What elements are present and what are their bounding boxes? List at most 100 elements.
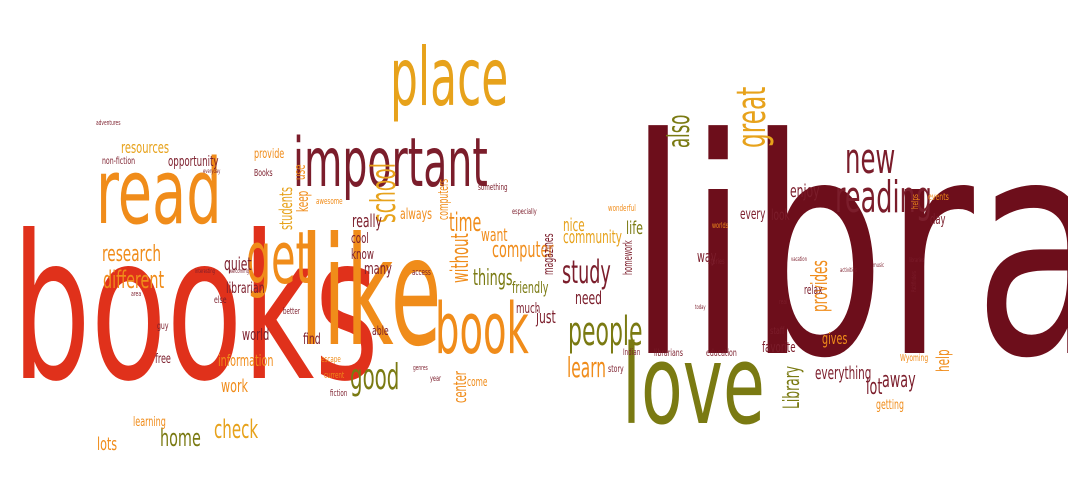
word-day: day	[930, 212, 946, 228]
word-people: people	[568, 309, 643, 355]
word-magazines: magazines	[541, 233, 557, 275]
word-new: new	[845, 134, 896, 183]
word-stories: stories	[708, 257, 725, 266]
word-able: able	[372, 324, 389, 338]
word-access: access	[412, 268, 431, 278]
word-interesting: interesting	[195, 268, 216, 275]
word-opportunity: opportunity	[168, 154, 219, 170]
word-guy: guy	[157, 321, 169, 332]
word-worlds: worlds	[712, 221, 729, 230]
word-friendly: friendly	[512, 278, 549, 297]
word-research: research	[102, 242, 162, 267]
word-favorite: favorite	[762, 340, 796, 356]
word-like: like	[300, 206, 442, 380]
word-free: free	[155, 352, 171, 367]
word-community: community	[563, 227, 622, 248]
word-vacation: vacation	[791, 256, 807, 263]
word-come: come	[467, 375, 488, 389]
word-lot: lot	[866, 375, 883, 400]
word-help: help	[933, 349, 954, 372]
word-away: away	[882, 368, 916, 393]
word-always: always	[400, 205, 432, 223]
word-get: get	[246, 216, 312, 300]
word-getting: getting	[876, 398, 904, 413]
word-love: love	[622, 321, 765, 449]
word-book: book	[435, 288, 529, 370]
word-place: place	[390, 31, 509, 124]
word-learn: learn	[567, 351, 607, 384]
word-provide: provide	[254, 147, 285, 162]
word-computer: computer	[492, 238, 554, 263]
word-keep: keep	[293, 190, 312, 212]
word-find: find	[303, 330, 321, 348]
word-staff: staff	[770, 326, 785, 337]
word-every: every	[740, 205, 766, 223]
word-just: just	[536, 307, 556, 328]
word-library: library	[628, 75, 1068, 424]
word-else: else	[214, 295, 227, 306]
word-helps: helps	[911, 194, 921, 209]
word-activities: activities	[840, 267, 857, 274]
word-computers: computers	[436, 178, 452, 220]
word-resources: resources	[121, 138, 170, 157]
word-everyday: everyday	[203, 168, 221, 175]
word-study: study	[562, 253, 611, 291]
word-area: area	[131, 290, 142, 298]
word-information: information	[218, 351, 274, 370]
word-things: things	[473, 266, 513, 291]
word-nice: nice	[563, 215, 585, 236]
word-know: know	[351, 247, 374, 263]
word-better: better	[283, 307, 301, 317]
word-library-capital: Library	[780, 365, 805, 409]
word-books: books	[12, 193, 379, 426]
word-awesome: awesome	[316, 197, 343, 207]
word-use: use	[290, 164, 309, 180]
word-fiction: fiction	[330, 389, 348, 399]
word-enjoy: enjoy	[790, 181, 820, 202]
word-librarian: librarian	[226, 279, 265, 297]
word-libraries: libraries	[909, 257, 925, 264]
word-good: good	[350, 357, 400, 398]
word-great: great	[729, 86, 775, 148]
word-escape: escape	[321, 355, 341, 365]
word-life: life	[626, 218, 644, 239]
word-librarians: librarians	[654, 348, 683, 359]
word-homework: homework	[621, 240, 635, 275]
word-look: look	[771, 206, 790, 224]
word-story: story	[608, 364, 624, 375]
word-year: year	[430, 374, 442, 383]
word-pathfinders: Pathfinders	[911, 271, 918, 292]
word-without: without	[446, 233, 474, 283]
word-events: events	[928, 192, 949, 203]
word-way: way	[697, 247, 717, 266]
word-indian: Indian	[623, 348, 641, 358]
word-something: something	[478, 183, 508, 193]
word-quiet: quiet	[224, 254, 252, 275]
word-need: need	[575, 288, 602, 309]
word-genres: genres	[413, 364, 428, 372]
word-especially: especially	[512, 207, 537, 216]
word-wyoming: Wyoming	[900, 353, 929, 364]
word-today: today	[695, 304, 706, 311]
word-really: really	[352, 211, 382, 232]
word-gives: gives	[822, 329, 848, 348]
word-education: education	[706, 348, 737, 359]
word-welcoming: welcoming	[229, 268, 250, 275]
word-relax: relax	[804, 283, 823, 297]
word-many: many	[364, 259, 392, 278]
word-cool: cool	[351, 231, 369, 247]
word-want: want	[481, 225, 508, 246]
word-important: important	[293, 124, 488, 203]
word-check: check	[214, 415, 259, 445]
word-non-fiction: non-fiction	[102, 156, 136, 167]
word-much: much	[516, 301, 541, 317]
word-real: real	[779, 298, 788, 306]
word-different: different	[103, 266, 165, 294]
word-everything: everything	[815, 363, 872, 384]
word-music: music	[873, 262, 885, 269]
word-also: also	[662, 114, 697, 148]
word-time: time	[449, 208, 482, 238]
word-lots: lots	[97, 434, 118, 455]
word-reading: reading	[835, 172, 932, 223]
